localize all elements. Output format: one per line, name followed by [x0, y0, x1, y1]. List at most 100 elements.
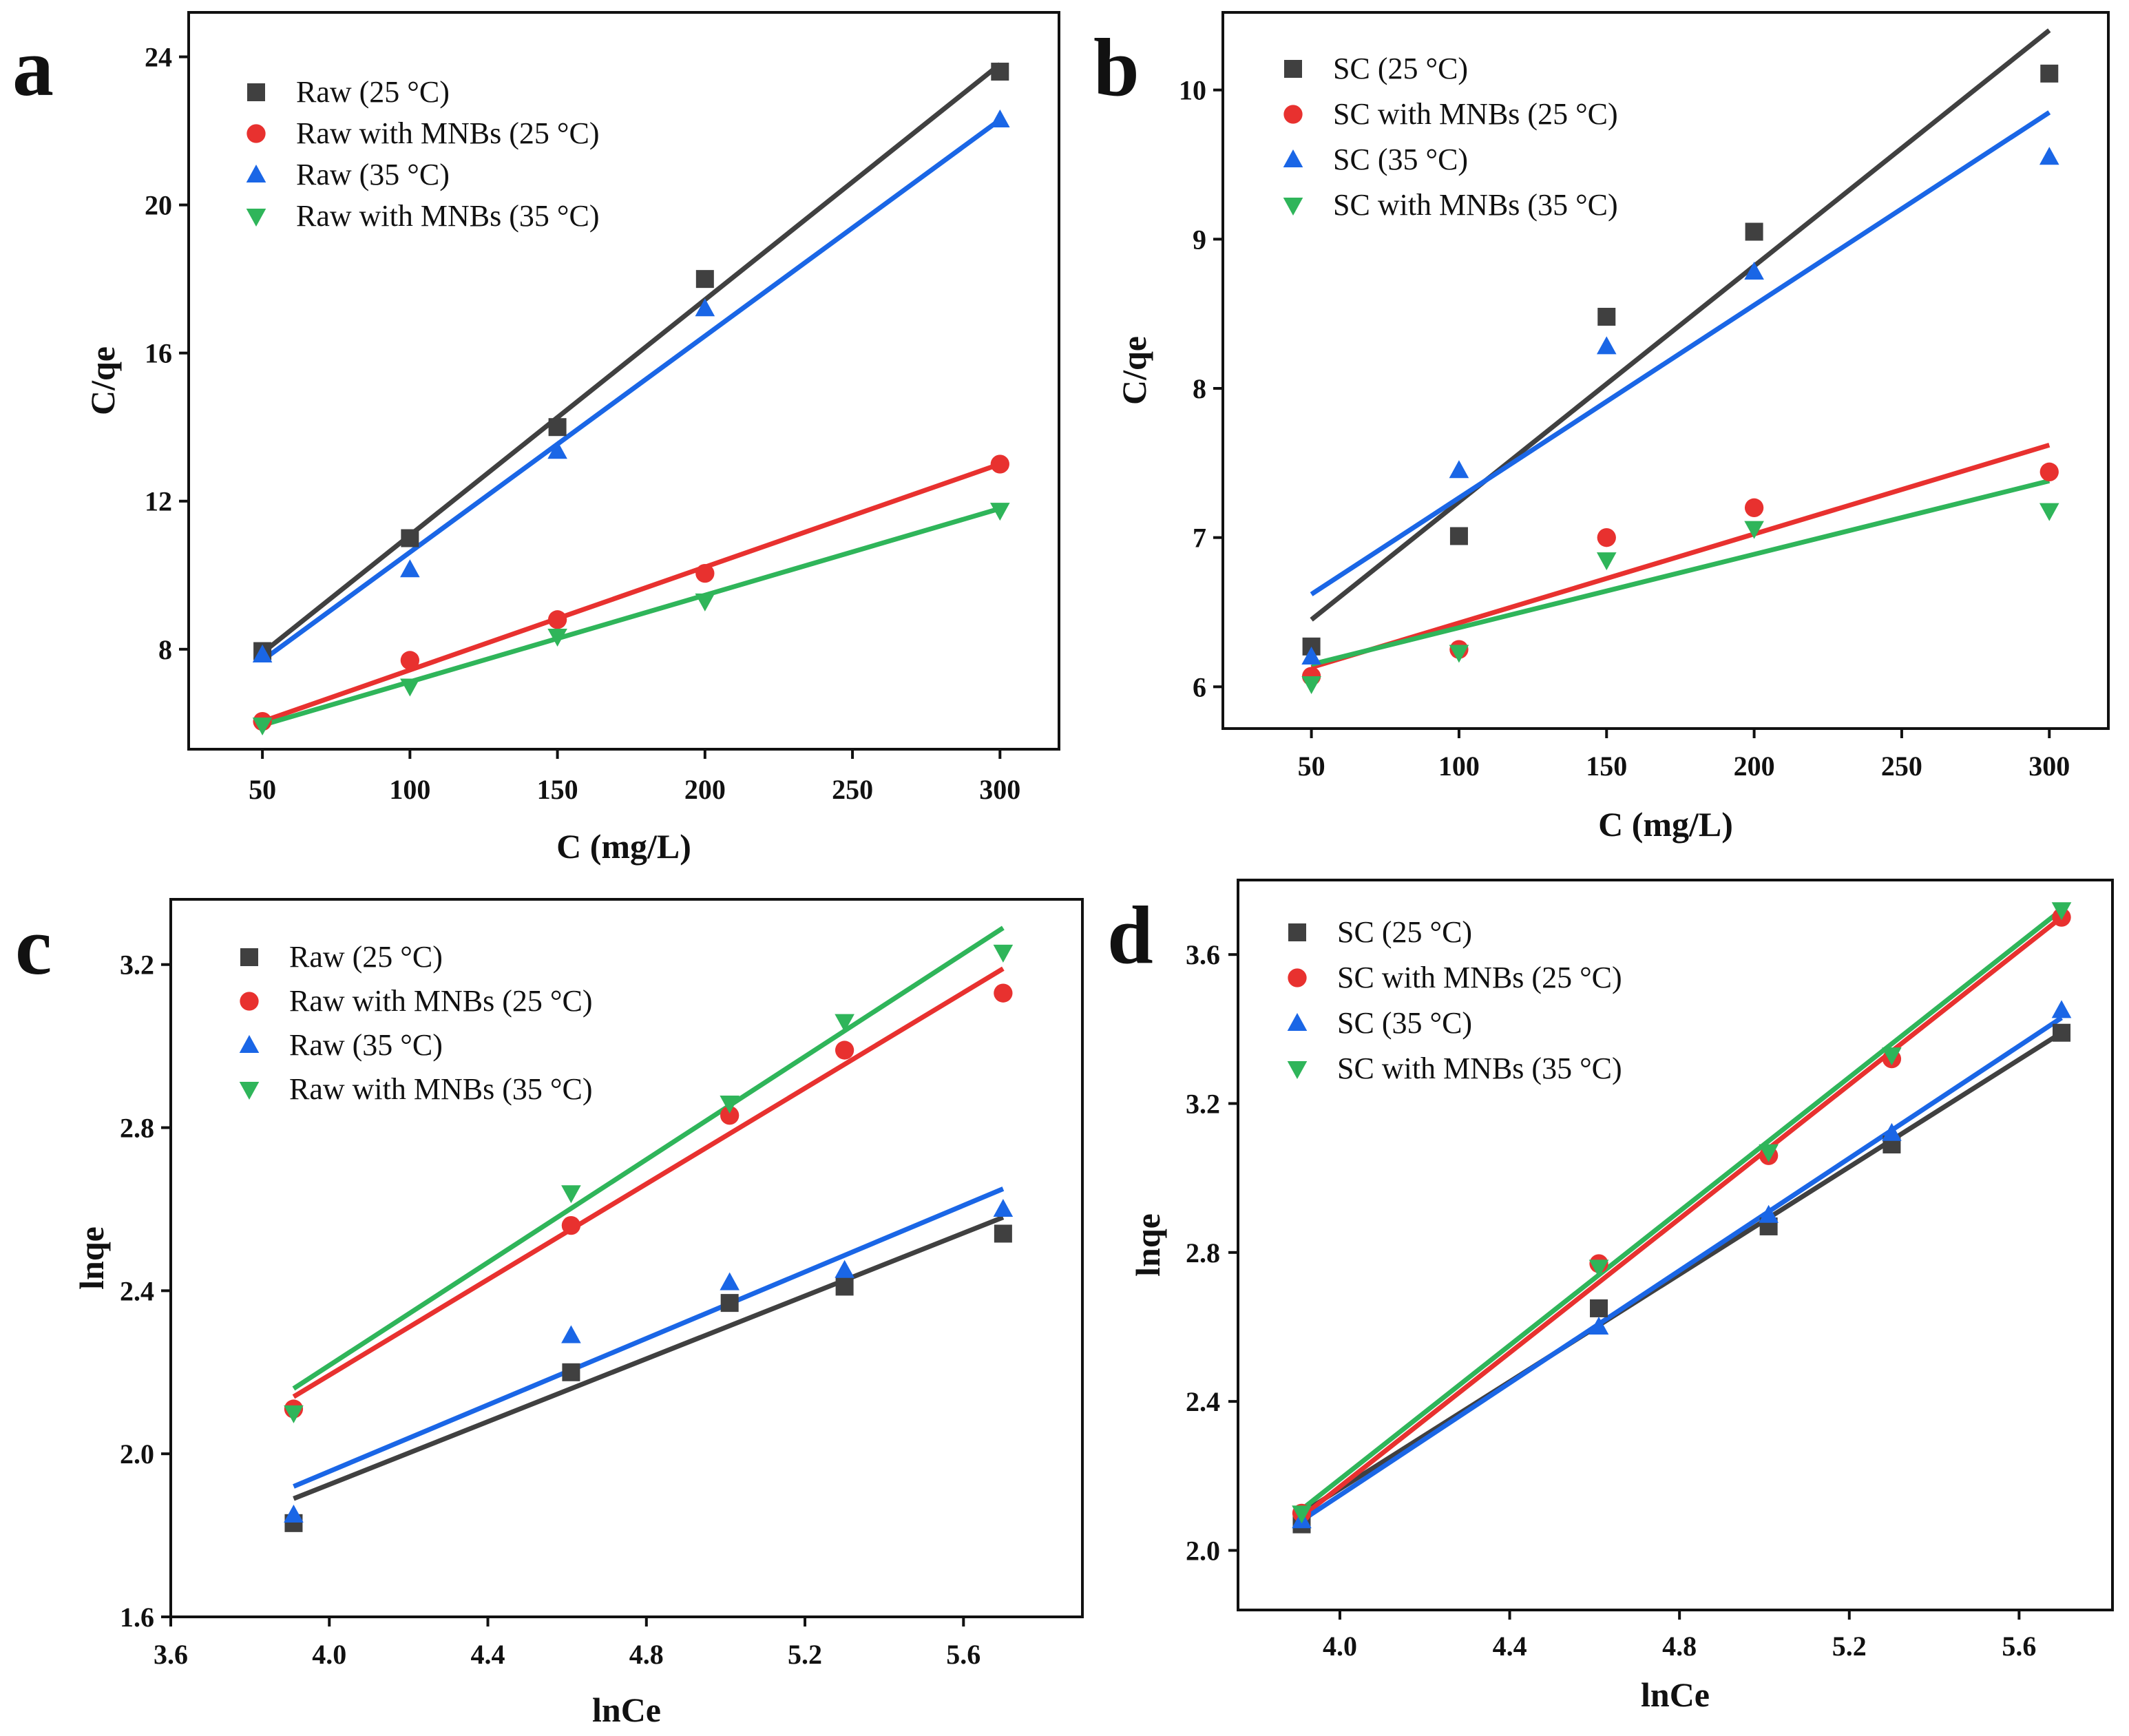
- x-tick-label: 100: [389, 774, 430, 805]
- fit-line: [262, 506, 1001, 728]
- x-tick-label: 300: [979, 774, 1020, 805]
- data-point: [1744, 262, 1764, 280]
- y-tick-label: 20: [145, 190, 172, 221]
- x-tick-label: 4.0: [1323, 1631, 1357, 1662]
- x-tick-label: 150: [1586, 751, 1627, 782]
- data-point: [548, 418, 567, 437]
- data-point: [1449, 645, 1469, 663]
- data-point: [1292, 1505, 1312, 1524]
- y-tick-label: 3.6: [1186, 939, 1220, 970]
- data-point: [2051, 1000, 2072, 1018]
- fit-line: [1310, 110, 2051, 596]
- legend-marker: [1284, 60, 1302, 78]
- legend-marker: [1287, 1013, 1308, 1032]
- legend: Raw (25 °C) Raw with MNBs (25 °C) Raw (35 …: [239, 940, 593, 1106]
- data-point: [1590, 1299, 1608, 1317]
- data-point: [1596, 336, 1617, 355]
- x-tick-label: 50: [1298, 751, 1325, 782]
- legend-marker: [247, 83, 265, 101]
- legend-label: Raw (25 °C): [289, 940, 443, 974]
- legend-marker: [239, 1035, 260, 1054]
- data-point: [835, 1277, 854, 1296]
- legend-label: SC with MNBs (35 °C): [1337, 1052, 1622, 1085]
- fit-line: [261, 118, 1002, 662]
- y-tick-label: 10: [1179, 75, 1206, 106]
- data-point: [547, 610, 567, 629]
- legend-label: SC (35 °C): [1333, 143, 1468, 176]
- x-tick-label: 5.6: [2002, 1631, 2036, 1662]
- panel-a: a 50 100 150 200 250 300 8 12 16 20 24 C (mg/L) C/qe R…: [12, 11, 1060, 866]
- legend: SC (25 °C) SC with MNBs (25 °C) SC (35 °C)…: [1287, 915, 1622, 1085]
- x-tick-label: 200: [684, 774, 726, 805]
- legend-label: Raw with MNBs (35 °C): [296, 199, 600, 233]
- data-point: [401, 529, 419, 547]
- y-tick-label: 2.8: [1186, 1237, 1220, 1268]
- legend-label: SC (25 °C): [1337, 915, 1472, 949]
- legend-marker: [240, 948, 258, 966]
- data-point: [993, 944, 1014, 963]
- data-point: [252, 718, 273, 736]
- data-point: [561, 1185, 581, 1204]
- x-tick-label: 250: [1881, 751, 1922, 782]
- y-tick-label: 8: [1193, 373, 1206, 404]
- fit-line: [261, 461, 1001, 724]
- data-point: [1745, 222, 1763, 241]
- legend-label: SC with MNBs (25 °C): [1337, 961, 1622, 994]
- data-point: [561, 1325, 581, 1343]
- plot-frame: [187, 11, 1060, 751]
- x-tick-label: 4.4: [1493, 1631, 1527, 1662]
- panel-d: d 4.0 4.4 4.8 5.2 5.6 2.0 2.4 2.8 3.2 3.6 lnCe lnqe S…: [1107, 879, 2114, 1714]
- y-tick-label: 12: [145, 486, 172, 517]
- x-tick-label: 4.8: [629, 1639, 664, 1670]
- data-point: [2039, 462, 2059, 481]
- data-point: [400, 559, 420, 578]
- data-point: [720, 1095, 740, 1113]
- fit-line: [1310, 478, 2051, 667]
- legend-marker: [1288, 968, 1307, 987]
- legend-marker: [1283, 105, 1303, 124]
- data-point: [695, 593, 715, 611]
- data-point: [1588, 1317, 1609, 1335]
- data-point: [561, 1215, 581, 1235]
- legend-label: Raw with MNBs (35 °C): [289, 1072, 593, 1106]
- y-tick-label: 2.0: [120, 1439, 154, 1470]
- data-point: [720, 1272, 740, 1290]
- fit-line: [292, 925, 1005, 1391]
- x-tick-label: 300: [2028, 751, 2070, 782]
- y-tick-label: 2.0: [1186, 1535, 1220, 1566]
- plot-frame: [169, 898, 1084, 1618]
- data-point: [1301, 676, 1321, 694]
- panel-c: c 3.6 4.0 4.4 4.8 5.2 5.6 1.6 2.0 2.4 2.8 3.2 lnCe ln…: [15, 898, 1084, 1729]
- data-point: [695, 298, 715, 317]
- fit-line: [1300, 908, 2064, 1512]
- fit-line: [293, 1215, 1005, 1501]
- legend-label: Raw with MNBs (25 °C): [296, 116, 600, 150]
- x-tick-label: 4.4: [471, 1639, 505, 1670]
- x-tick-label: 50: [249, 774, 276, 805]
- data-point: [547, 441, 567, 459]
- legend-marker: [246, 165, 266, 183]
- panel-letter: d: [1107, 889, 1153, 981]
- data-point: [252, 644, 273, 662]
- data-point: [1882, 1122, 1902, 1141]
- x-tick-label: 4.8: [1662, 1631, 1697, 1662]
- legend: Raw (25 °C) Raw with MNBs (25 °C) Raw (35 …: [246, 75, 600, 233]
- legend-marker: [1287, 1060, 1308, 1079]
- x-tick-label: 150: [537, 774, 578, 805]
- y-tick-label: 6: [1193, 671, 1206, 702]
- x-axis-title: lnCe: [592, 1691, 661, 1729]
- data-point: [720, 1106, 740, 1125]
- data-point: [1449, 460, 1469, 479]
- fit-line: [1300, 1016, 2063, 1523]
- data-point: [400, 651, 420, 670]
- data-point: [991, 63, 1009, 81]
- legend: SC (25 °C) SC with MNBs (25 °C) SC (35 °C)…: [1283, 52, 1618, 222]
- data-point: [695, 563, 715, 583]
- y-axis-title: C/qe: [1115, 336, 1153, 405]
- data-point: [1449, 527, 1468, 545]
- data-point: [2039, 147, 2059, 165]
- data-point: [400, 678, 420, 697]
- y-tick-label: 2.4: [1186, 1386, 1220, 1417]
- y-tick-label: 2.8: [120, 1113, 154, 1144]
- data-point: [1596, 552, 1617, 571]
